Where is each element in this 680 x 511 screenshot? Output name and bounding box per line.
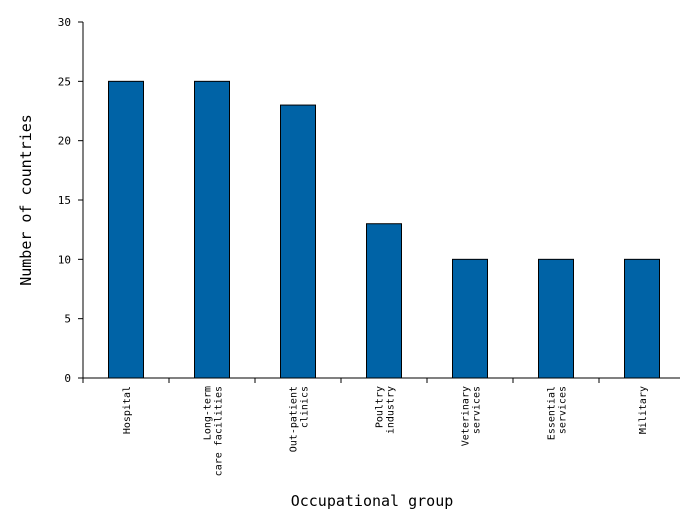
category-labels: Hospital Long-term care facilities Out-pati… [122,386,649,476]
y-tick-label: 30 [58,16,71,29]
category-label: services [558,386,569,434]
y-axis-title: Number of countries [17,114,35,286]
category-label: Out-patient [289,386,300,452]
bar [538,258,574,379]
category-label: Poultry [375,386,386,428]
x-axis [82,377,680,383]
y-tick-label: 0 [64,372,71,385]
y-tick-label: 15 [58,194,71,207]
y-tick-label: 10 [58,253,71,266]
category-label: Hospital [122,386,133,434]
y-tick-label: 20 [58,135,71,148]
category-label: services [472,386,483,434]
category-label: clinics [300,386,311,428]
category-label: Long-term [203,386,214,440]
bar [366,223,402,379]
bars [108,80,660,379]
x-axis-title: Occupational group [291,492,454,510]
bar [452,258,488,379]
category-label: Veterinary [461,386,472,446]
y-tick-label: 25 [58,75,71,88]
category-label: Essential [547,386,558,440]
bar [624,258,660,379]
category-label: care facilities [214,386,225,476]
y-axis: 0 5 10 15 20 25 30 [58,16,84,385]
bar [108,80,144,379]
bar [194,80,230,379]
category-label: industry [386,386,397,434]
bar [280,104,316,379]
category-label: Military [638,386,649,434]
y-tick-label: 5 [64,313,71,326]
